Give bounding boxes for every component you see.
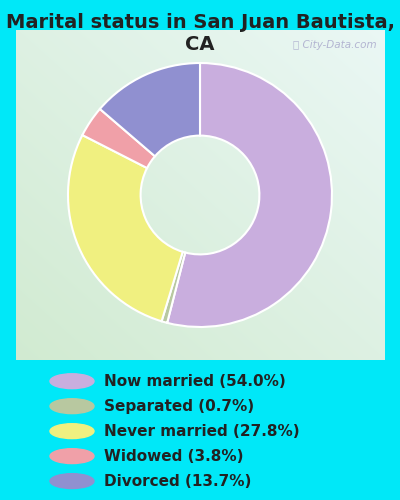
- Text: Divorced (13.7%): Divorced (13.7%): [104, 474, 251, 488]
- Circle shape: [50, 424, 94, 438]
- Text: Never married (27.8%): Never married (27.8%): [104, 424, 300, 438]
- Circle shape: [50, 474, 94, 488]
- Text: ⓘ City-Data.com: ⓘ City-Data.com: [293, 40, 377, 50]
- Circle shape: [50, 448, 94, 464]
- Wedge shape: [82, 109, 155, 168]
- Text: Now married (54.0%): Now married (54.0%): [104, 374, 286, 388]
- Circle shape: [50, 399, 94, 413]
- Text: Marital status in San Juan Bautista, CA: Marital status in San Juan Bautista, CA: [6, 12, 394, 53]
- Wedge shape: [68, 135, 183, 322]
- Text: Separated (0.7%): Separated (0.7%): [104, 398, 254, 413]
- Wedge shape: [162, 252, 185, 323]
- Text: Widowed (3.8%): Widowed (3.8%): [104, 448, 244, 464]
- Wedge shape: [167, 63, 332, 327]
- Wedge shape: [100, 63, 200, 156]
- Circle shape: [50, 374, 94, 388]
